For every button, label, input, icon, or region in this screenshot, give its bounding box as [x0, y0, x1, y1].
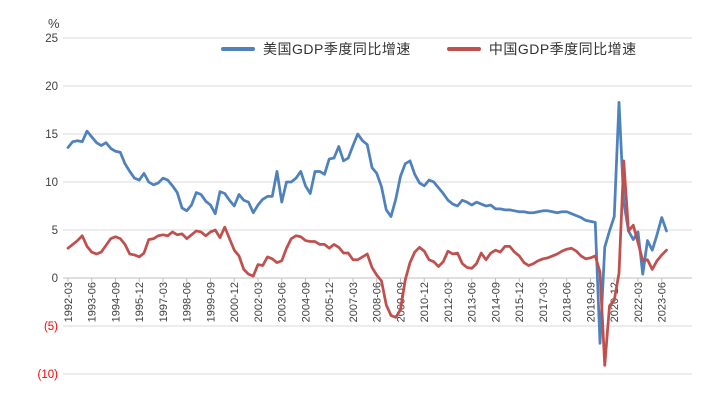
- x-tick-labels: 1992-03 1993-06 1994-09 1995-12 1997-03 1998-…: [63, 282, 669, 322]
- svg-text:2007-03: 2007-03: [348, 282, 360, 322]
- svg-text:0: 0: [52, 273, 58, 285]
- svg-text:2003-06: 2003-06: [277, 282, 289, 322]
- svg-text:1992-03: 1992-03: [63, 282, 75, 322]
- svg-text:1998-06: 1998-06: [182, 282, 194, 322]
- svg-text:2005-12: 2005-12: [324, 282, 336, 322]
- svg-text:10: 10: [45, 177, 58, 189]
- svg-text:(5): (5): [44, 321, 58, 333]
- svg-text:25: 25: [45, 33, 58, 45]
- svg-text:2017-03: 2017-03: [538, 282, 550, 322]
- y-gridlines: [63, 37, 692, 375]
- svg-text:1993-06: 1993-06: [87, 282, 99, 322]
- svg-text:2022-03: 2022-03: [633, 282, 645, 322]
- svg-text:2015-12: 2015-12: [514, 282, 526, 322]
- legend-line-swatch-red: [446, 47, 481, 51]
- svg-text:2020-12: 2020-12: [609, 282, 621, 322]
- svg-text:2012-03: 2012-03: [443, 282, 455, 322]
- svg-text:(10): (10): [38, 369, 59, 381]
- series-line-china: [66, 159, 668, 367]
- svg-text:2000-12: 2000-12: [229, 282, 241, 322]
- svg-text:1997-03: 1997-03: [158, 282, 170, 322]
- svg-text:1994-09: 1994-09: [110, 282, 122, 322]
- svg-text:2004-09: 2004-09: [300, 282, 312, 322]
- svg-text:15: 15: [45, 129, 58, 141]
- y-axis-unit-label: %: [48, 16, 60, 31]
- svg-text:2023-06: 2023-06: [657, 282, 669, 322]
- svg-text:2013-06: 2013-06: [467, 282, 479, 322]
- svg-text:2010-12: 2010-12: [419, 282, 431, 322]
- legend-item-us-gdp: 美国GDP季度同比增速: [221, 39, 411, 59]
- svg-text:5: 5: [52, 225, 58, 237]
- svg-text:20: 20: [45, 81, 58, 93]
- svg-text:1999-09: 1999-09: [205, 282, 217, 322]
- svg-text:2008-06: 2008-06: [372, 282, 384, 322]
- chart-legend: 美国GDP季度同比增速 中国GDP季度同比增速: [221, 39, 637, 59]
- series-line-us: [66, 100, 668, 345]
- y-tick-labels: 25 20 15 10 5 0 (5) (10): [38, 33, 59, 381]
- legend-label-china-gdp: 中国GDP季度同比增速: [488, 41, 637, 57]
- legend-item-china-gdp: 中国GDP季度同比增速: [446, 39, 637, 59]
- svg-text:1995-12: 1995-12: [134, 282, 146, 322]
- svg-text:2019-09: 2019-09: [585, 282, 597, 322]
- legend-label-us-gdp: 美国GDP季度同比增速: [263, 41, 411, 57]
- svg-text:2014-09: 2014-09: [490, 282, 502, 322]
- legend-line-swatch-blue: [221, 47, 255, 51]
- svg-text:2018-06: 2018-06: [562, 282, 574, 322]
- svg-text:2002-03: 2002-03: [253, 282, 265, 322]
